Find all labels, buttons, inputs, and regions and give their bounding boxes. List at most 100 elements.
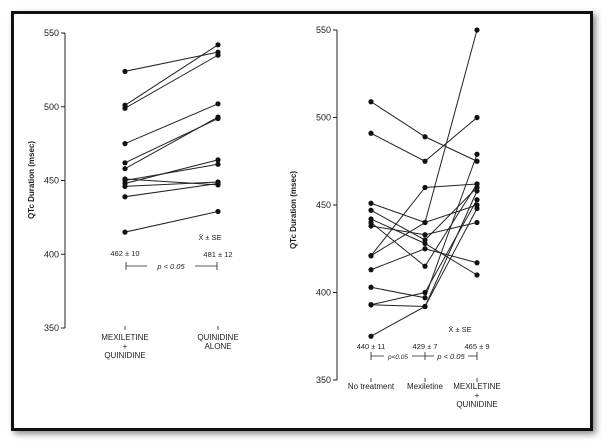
right-data-point bbox=[368, 267, 374, 273]
left-y-axis-label: QTc Duration (msec) bbox=[27, 141, 36, 219]
left-data-point bbox=[122, 160, 128, 166]
right-data-point bbox=[474, 205, 480, 212]
right-y-tick-label: 400 bbox=[316, 288, 331, 298]
right-data-point bbox=[368, 207, 374, 213]
left-y-ticks: 350 400 450 500 550 bbox=[44, 28, 65, 333]
right-series-line bbox=[370, 117, 478, 162]
right-data-point bbox=[422, 184, 428, 191]
left-data-point bbox=[122, 166, 128, 172]
left-series-line bbox=[124, 181, 219, 187]
left-y-tick-label: 450 bbox=[44, 176, 59, 186]
right-data-point bbox=[422, 303, 428, 310]
right-data-point bbox=[474, 272, 480, 278]
right-data-point bbox=[368, 284, 374, 290]
left-category-label: MEXILETINE + QUINIDINE bbox=[101, 333, 149, 360]
left-data-points bbox=[122, 42, 221, 235]
left-data-point bbox=[122, 229, 128, 235]
figure-frame bbox=[11, 11, 593, 431]
right-data-point bbox=[422, 246, 428, 252]
left-data-point bbox=[215, 208, 221, 215]
left-data-point bbox=[122, 183, 128, 189]
left-se-label: X̄ ± SE bbox=[198, 233, 221, 242]
left-series-line bbox=[124, 210, 219, 233]
right-y-tick-label: 350 bbox=[316, 375, 331, 385]
right-category-label: Mexiletine bbox=[407, 382, 444, 391]
right-data-point bbox=[422, 232, 428, 238]
left-series-line bbox=[124, 182, 219, 198]
left-annotations: 462 ± 10 481 ± 12 X̄ ± SE p < 0.05 bbox=[110, 233, 233, 272]
left-data-point bbox=[215, 180, 221, 187]
right-data-point bbox=[474, 27, 480, 33]
right-data-point bbox=[368, 223, 374, 229]
right-data-point bbox=[474, 158, 480, 164]
right-data-point bbox=[368, 253, 374, 259]
right-y-ticks: 350 400 450 500 550 bbox=[316, 25, 337, 385]
right-series-line bbox=[370, 187, 478, 241]
right-data-point bbox=[422, 263, 428, 269]
right-data-point bbox=[368, 130, 374, 136]
right-category-labels: No treatment Mexiletine MEXILETINE + QUINIDI… bbox=[348, 378, 501, 409]
right-significance-label-1: p<0.05 bbox=[387, 354, 408, 361]
right-y-tick-label: 450 bbox=[316, 200, 331, 210]
right-category-label: No treatment bbox=[348, 382, 395, 391]
left-series-line bbox=[124, 54, 219, 109]
left-data-point bbox=[215, 52, 221, 58]
left-data-point bbox=[215, 157, 221, 163]
right-data-point bbox=[474, 197, 480, 203]
right-mean-no-treatment: 440 ± 11 bbox=[357, 342, 386, 351]
left-series-line bbox=[124, 44, 219, 106]
right-significance-label-2: p < 0.05 bbox=[436, 352, 465, 361]
left-category-labels: MEXILETINE + QUINIDINE QUINIDINE ALONE bbox=[101, 326, 239, 360]
right-y-tick-label: 550 bbox=[316, 25, 331, 35]
right-y-tick-label: 500 bbox=[316, 113, 331, 123]
left-mean-quinidine-alone: 481 ± 12 bbox=[203, 250, 232, 259]
right-data-point bbox=[474, 260, 480, 266]
right-category-label: MEXILETINE + QUINIDINE bbox=[453, 382, 501, 409]
left-y-tick-label: 350 bbox=[44, 323, 59, 333]
left-data-point bbox=[122, 105, 128, 111]
left-data-point bbox=[215, 42, 221, 48]
right-data-point bbox=[474, 181, 480, 187]
right-data-point bbox=[422, 295, 428, 301]
left-data-point bbox=[215, 114, 221, 120]
left-data-point bbox=[122, 68, 128, 74]
left-significance-label: p < 0.05 bbox=[156, 262, 185, 271]
left-data-point bbox=[122, 141, 128, 147]
right-mean-combined: 465 ± 9 bbox=[465, 342, 490, 351]
left-y-tick-label: 550 bbox=[44, 28, 59, 38]
right-data-point bbox=[368, 99, 374, 105]
left-y-tick-label: 500 bbox=[44, 102, 59, 112]
right-data-point bbox=[422, 219, 428, 226]
right-data-point bbox=[474, 151, 480, 157]
left-data-point bbox=[122, 194, 128, 200]
left-series-line bbox=[124, 51, 219, 72]
left-series-line bbox=[124, 116, 219, 170]
right-data-point bbox=[474, 188, 480, 194]
left-series-line bbox=[124, 178, 219, 186]
right-se-label: X̄ ± SE bbox=[448, 325, 471, 334]
left-data-point bbox=[215, 101, 221, 107]
right-data-points bbox=[368, 27, 480, 339]
left-series-line bbox=[124, 103, 219, 145]
right-series-line bbox=[370, 202, 478, 224]
right-data-point bbox=[422, 289, 428, 296]
right-data-point bbox=[368, 200, 374, 206]
left-series-lines bbox=[124, 44, 219, 233]
left-y-tick-label: 400 bbox=[44, 249, 59, 259]
right-annotations: X̄ ± SE 440 ± 11 429 ± 7 465 ± 9 p<0.05 … bbox=[357, 325, 490, 361]
right-data-point bbox=[368, 333, 374, 339]
right-series-line bbox=[370, 199, 478, 306]
left-data-point bbox=[122, 176, 128, 182]
left-series-line bbox=[124, 163, 219, 181]
right-data-point bbox=[474, 219, 480, 226]
right-data-point bbox=[368, 302, 374, 308]
left-data-point bbox=[215, 161, 221, 167]
right-mean-mexiletine: 429 ± 7 bbox=[413, 342, 438, 351]
right-data-point bbox=[422, 158, 428, 164]
right-data-point bbox=[422, 134, 428, 140]
left-category-label: QUINIDINE ALONE bbox=[197, 333, 238, 351]
right-data-point bbox=[422, 240, 428, 247]
right-data-point bbox=[474, 114, 480, 121]
left-mean-mexiletine-quinidine: 462 ± 10 bbox=[110, 249, 139, 258]
